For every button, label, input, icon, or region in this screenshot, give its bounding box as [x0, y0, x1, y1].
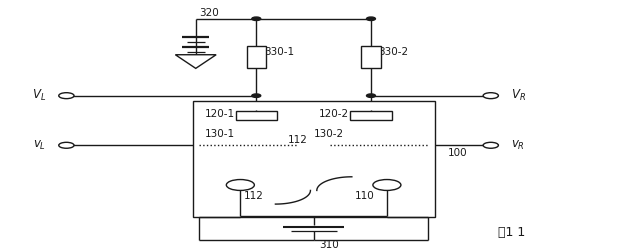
- Circle shape: [367, 17, 376, 20]
- Text: 330-2: 330-2: [379, 47, 409, 57]
- Bar: [362, 46, 381, 68]
- Circle shape: [367, 94, 376, 98]
- Circle shape: [227, 179, 254, 191]
- Polygon shape: [175, 55, 216, 68]
- Text: 130-2: 130-2: [314, 129, 344, 139]
- Text: 120-2: 120-2: [319, 109, 349, 119]
- Text: 110: 110: [355, 191, 375, 201]
- Text: 130-1: 130-1: [205, 129, 236, 139]
- Circle shape: [59, 142, 74, 148]
- Text: 120-1: 120-1: [205, 109, 236, 119]
- Circle shape: [252, 94, 260, 98]
- Text: 112: 112: [244, 191, 264, 201]
- Bar: [350, 111, 392, 120]
- Text: $v_R$: $v_R$: [511, 139, 525, 152]
- Circle shape: [373, 179, 401, 191]
- Circle shape: [252, 17, 260, 20]
- Text: 310: 310: [319, 240, 339, 249]
- Circle shape: [483, 93, 499, 99]
- Text: $v_L$: $v_L$: [33, 139, 46, 152]
- Text: 100: 100: [447, 148, 467, 158]
- Text: $V_R$: $V_R$: [511, 88, 526, 103]
- Circle shape: [59, 93, 74, 99]
- Bar: [246, 46, 266, 68]
- Text: $V_L$: $V_L$: [32, 88, 46, 103]
- Circle shape: [483, 142, 499, 148]
- Bar: [193, 101, 435, 217]
- Text: 330-1: 330-1: [264, 47, 294, 57]
- Text: 320: 320: [199, 8, 219, 18]
- Text: 112: 112: [288, 135, 308, 145]
- Text: 図1 1: 図1 1: [499, 226, 525, 239]
- Bar: [236, 111, 277, 120]
